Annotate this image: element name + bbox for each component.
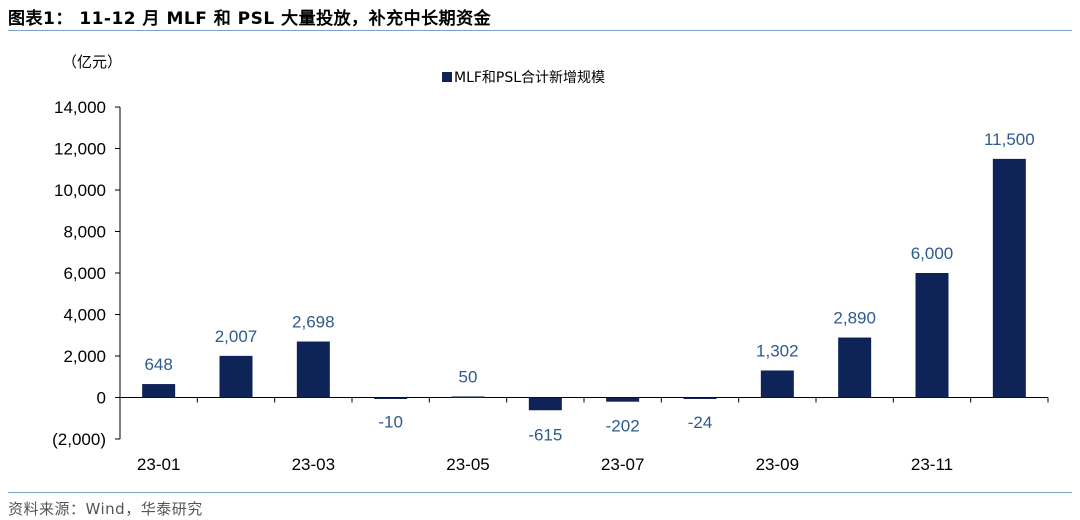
bar <box>374 397 408 399</box>
unit-label: （亿元） <box>62 53 122 71</box>
data-label: -615 <box>528 425 562 444</box>
legend-swatch <box>442 72 452 82</box>
unit-label-group: （亿元） <box>62 53 122 71</box>
bar <box>296 341 330 398</box>
figure-title: 图表1： 11-12 月 MLF 和 PSL 大量投放，补充中长期资金 <box>8 9 492 29</box>
legend-label: MLF和PSL合计新增规模 <box>454 70 605 86</box>
bar <box>142 384 176 398</box>
y-tick-label: 10,000 <box>54 181 106 200</box>
y-tick-label: 2,000 <box>63 347 106 366</box>
data-label: 2,698 <box>292 313 335 332</box>
y-tick-label: 4,000 <box>63 306 106 325</box>
bar <box>992 158 1026 398</box>
data-label: 6,000 <box>911 244 954 263</box>
data-label: -202 <box>606 417 640 436</box>
data-label: 648 <box>144 355 172 374</box>
x-tick-label: 23-09 <box>756 455 799 474</box>
legend: MLF和PSL合计新增规模 <box>442 70 605 86</box>
y-tick-label: 6,000 <box>63 264 106 283</box>
y-tick-label: 12,000 <box>54 140 106 159</box>
data-label: 50 <box>459 367 478 386</box>
data-label: 2,007 <box>215 327 258 346</box>
data-label: -24 <box>688 413 713 432</box>
y-tick-label: 0 <box>97 389 106 408</box>
x-tick-label: 23-07 <box>601 455 644 474</box>
bar <box>683 397 717 399</box>
x-tick-label: 23-05 <box>446 455 489 474</box>
bar <box>219 355 253 398</box>
data-label: 11,500 <box>984 130 1035 149</box>
y-tick-label: 8,000 <box>63 223 106 242</box>
source-divider <box>8 492 1072 493</box>
data-label: 1,302 <box>756 341 799 360</box>
y-tick-label: (2,000) <box>52 430 106 449</box>
bars <box>142 158 1026 411</box>
data-labels: 648 2,007 2,698 -10 50 -615 -202 -24 1,302 2,890 6… <box>144 130 1034 444</box>
y-tick-label: 14,000 <box>54 98 106 117</box>
source-note: 资料来源：Wind，华泰研究 <box>8 500 203 518</box>
axes: (2,000) 0 2,000 4,000 6,000 8,000 10,000 12,000… <box>52 98 1049 474</box>
x-tick-label: 23-03 <box>292 455 335 474</box>
x-tick-label: 23-11 <box>911 455 953 474</box>
bar <box>838 337 872 398</box>
bar-chart: （亿元） MLF和PSL合计新增规模 (2,000) 0 2,000 4,000 6,0… <box>52 53 1049 474</box>
bar <box>915 273 949 398</box>
bar <box>528 397 562 411</box>
data-label: -10 <box>378 413 403 432</box>
x-tick-label: 23-01 <box>137 455 180 474</box>
data-label: 2,890 <box>833 309 876 328</box>
bar <box>606 397 640 402</box>
bar <box>760 370 794 398</box>
title-divider <box>8 30 1072 31</box>
bar <box>451 396 485 398</box>
